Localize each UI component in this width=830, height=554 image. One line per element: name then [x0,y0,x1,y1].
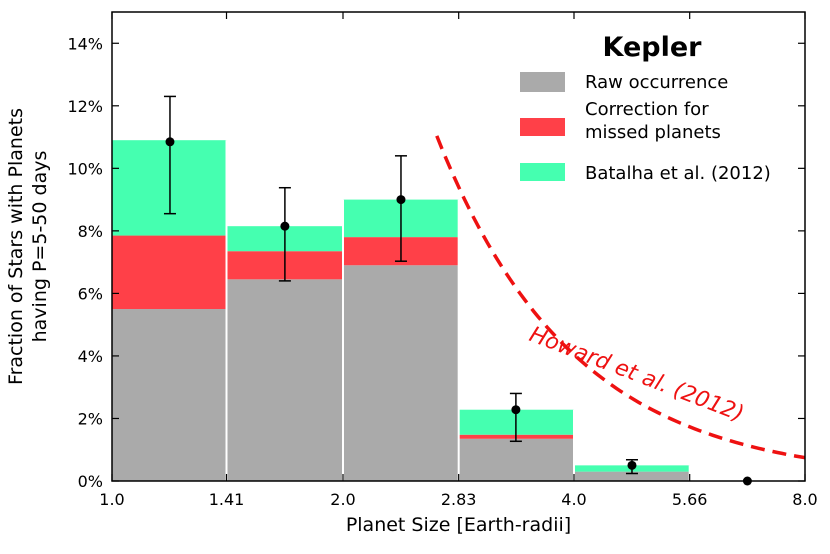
y-tick-label-5: 8% [78,222,103,241]
y-tick-label-3: 4% [78,347,103,366]
bar-2-1 [112,235,227,310]
legend-label-2-2: missed planets [585,122,721,143]
x-tick-label-5: 4.0 [561,490,586,509]
model-curve-line [435,135,805,460]
data-point-3 [396,195,406,205]
data-point-5 [627,460,637,470]
y-axis-label-line2: having P=5-50 days [29,151,51,343]
legend-swatch-3 [520,163,565,181]
bar-1-3 [343,265,459,481]
x-tick-label-2: 1.41 [209,490,245,509]
bar-1-2 [226,279,343,481]
bar-1-5 [574,471,690,481]
x-tick-label-4: 2.83 [441,490,477,509]
legend: Kepler Raw occurrence Correction formisse… [520,32,771,184]
legend-title: Kepler [603,32,703,63]
bar-1-4 [458,438,574,481]
legend-swatch-2 [520,118,565,136]
x-tick-label-1: 1.0 [99,490,124,509]
y-tick-label-2: 2% [78,409,103,428]
legend-swatch-1 [520,72,565,92]
legend-label-1-1: Raw occurrence [585,72,728,93]
y-axis: 0% 2% 4% 6% 8% 10% 12% 14% [67,34,805,491]
y-tick-label-4: 6% [78,284,103,303]
y-tick-label-6: 10% [67,159,103,178]
data-point-1 [165,137,175,147]
x-tick-label-6: 5.66 [672,490,708,509]
x-axis-label: Planet Size [Earth-radii] [346,514,571,536]
data-point-4 [511,405,521,415]
bar-1-1 [112,309,227,481]
y-tick-label-1: 0% [78,472,103,491]
x-tick-label-3: 2.0 [330,490,355,509]
legend-label-2-1: Correction for [585,99,709,120]
model-curve-layer [435,135,805,460]
x-tick-label-7: 8.0 [792,490,817,509]
legend-label-3-1: Batalha et al. (2012) [585,163,771,184]
data-point-2 [280,221,290,231]
errorbar-layer [163,95,752,486]
y-tick-label-8: 14% [67,34,103,53]
y-axis-label-line1: Fraction of Stars with Planets [5,108,27,385]
x-axis: 1.0 1.41 2.0 2.83 4.0 5.66 8.0 [99,12,818,509]
y-tick-label-7: 12% [67,97,103,116]
